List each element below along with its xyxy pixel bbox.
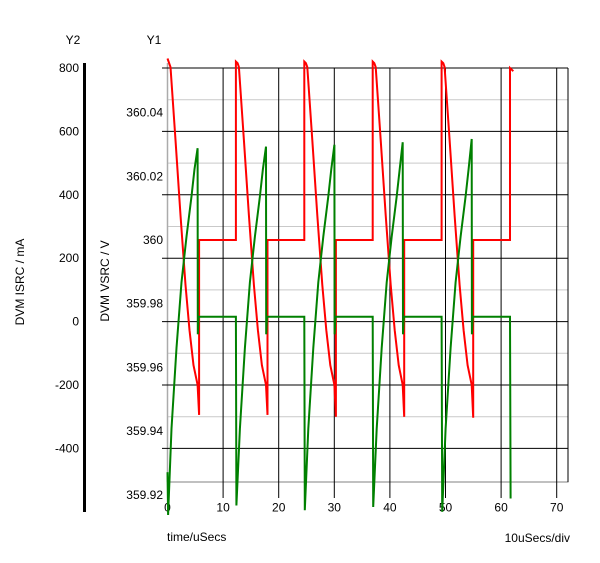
x-tick-label: 70: [550, 501, 564, 515]
y2-tick-label: 0: [72, 315, 79, 329]
x-tick-label: 60: [494, 501, 508, 515]
y2-tick-label: 600: [59, 124, 79, 138]
y2-tick-label: -200: [55, 378, 79, 392]
dvm-isrc-waveform: [166, 138, 512, 516]
x-tick-label: 10: [216, 501, 230, 515]
dvm-vsrc-waveform: [166, 58, 514, 418]
y2-tick-label: 800: [59, 61, 79, 75]
y2-axis-title: Y2: [65, 33, 81, 47]
y1-tick-label: 359.98: [126, 297, 163, 311]
y2-tick-label: 200: [59, 251, 79, 265]
x-tick-label: 30: [328, 501, 342, 515]
y1-tick-label: 359.96: [126, 360, 163, 374]
x-axis-name-label: time/uSecs: [167, 530, 227, 544]
y1-tick-label: 359.92: [126, 488, 163, 502]
x-tick-label: 50: [439, 501, 453, 515]
y1-tick-label: 360.04: [126, 106, 163, 120]
y1-tick-label: 360.02: [126, 169, 163, 183]
x-tick-label: 20: [272, 501, 286, 515]
x-axis-scale-label: 10uSecs/div: [504, 531, 570, 545]
y2-tick-label: -400: [55, 441, 79, 455]
y2-tick-label: 400: [59, 188, 79, 202]
y1-axis-title: Y1: [146, 33, 162, 47]
y1-tick-label: 359.94: [126, 424, 163, 438]
x-tick-label: 40: [383, 501, 397, 515]
y1-tick-label: 360: [143, 233, 163, 247]
